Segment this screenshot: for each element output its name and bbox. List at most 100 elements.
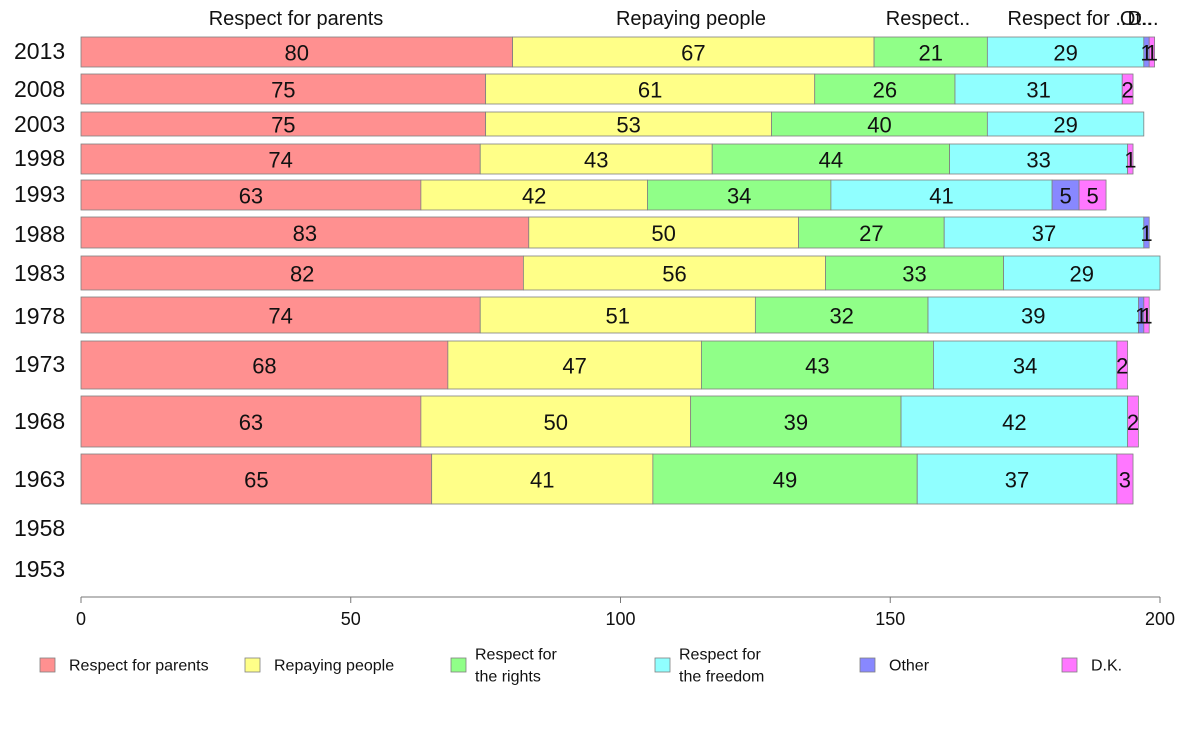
data-label: 75 (271, 113, 295, 138)
x-axis: 0 50 100 150 200 (76, 596, 1175, 629)
bar-segment (830, 179, 1053, 211)
bar-segment (701, 340, 934, 390)
legend-swatch (450, 657, 467, 673)
data-label: 41 (929, 184, 953, 209)
bar-segment (652, 453, 918, 505)
bar-segment (1127, 143, 1134, 175)
legend-label: Respect for (679, 647, 761, 664)
bar-segment (528, 216, 799, 249)
data-label: 68 (252, 354, 276, 379)
bar-segment (1003, 255, 1161, 291)
data-label: 1 (1146, 41, 1158, 66)
legend-label: Repaying people (274, 658, 394, 675)
data-label: 1 (1140, 221, 1152, 246)
legend-label: Respect for parents (69, 658, 209, 675)
legend-swatch (244, 657, 261, 673)
bar-segment (80, 340, 449, 390)
bar-segment (927, 296, 1139, 334)
data-label: 31 (1026, 78, 1050, 103)
bar-segment (814, 73, 956, 105)
column-header: Respect for parents (209, 8, 384, 30)
legend-swatch (39, 657, 56, 673)
bar-segment (771, 111, 988, 137)
data-label: 34 (727, 184, 751, 209)
data-label: 2 (1122, 78, 1134, 103)
data-label: 44 (819, 148, 843, 173)
data-label: 21 (918, 41, 942, 66)
bar-segment (447, 340, 702, 390)
bar-segment (512, 36, 875, 68)
data-label: 83 (293, 221, 317, 246)
legend-label: Other (889, 658, 930, 675)
bar-segment (1148, 36, 1156, 68)
bar-segment (1121, 73, 1134, 105)
column-headers: Respect for parents Repaying people Respec… (209, 8, 1159, 30)
data-label: 82 (290, 262, 314, 287)
x-tick-label: 100 (605, 609, 635, 629)
bar-segment (485, 111, 772, 137)
bar-segment (1127, 395, 1139, 448)
category-label: 1978 (14, 303, 65, 329)
category-label: 1998 (14, 145, 65, 171)
data-label: 26 (873, 78, 897, 103)
data-label: 39 (784, 410, 808, 435)
bar-segment (916, 453, 1118, 505)
bar-segment (647, 179, 832, 211)
bar-segment (80, 73, 487, 105)
data-label: 51 (606, 304, 630, 329)
column-header: Ot.. (1120, 8, 1152, 30)
category-label: 1973 (14, 351, 65, 377)
legend-label: Respect for (475, 647, 557, 664)
bar-segment (798, 216, 945, 249)
data-label: 2 (1127, 410, 1139, 435)
data-label: 53 (616, 113, 640, 138)
data-label: 43 (805, 354, 829, 379)
bar-segment (754, 296, 929, 334)
x-tick-label: 50 (341, 609, 361, 629)
bar-segment (80, 143, 481, 175)
data-label: 50 (651, 221, 675, 246)
bar-segment (933, 340, 1118, 390)
data-label: 34 (1013, 354, 1037, 379)
legend-swatch (1061, 657, 1078, 673)
data-label: 5 (1086, 184, 1098, 209)
bar-segment (80, 216, 530, 249)
data-label: 37 (1032, 221, 1056, 246)
x-tick-label: 150 (875, 609, 905, 629)
bar-segment (1116, 453, 1134, 505)
data-label: 63 (239, 184, 263, 209)
data-label: 29 (1070, 262, 1094, 287)
bar-segment (522, 255, 826, 291)
category-label: 1963 (14, 466, 65, 492)
legend-label: the rights (475, 669, 541, 686)
data-label: 43 (584, 148, 608, 173)
data-label: 33 (1026, 148, 1050, 173)
data-label: 1 (1140, 304, 1152, 329)
data-label: 37 (1005, 468, 1029, 493)
data-label: 74 (268, 304, 292, 329)
column-header: Repaying people (616, 8, 766, 30)
column-header: Respect for .. (1008, 8, 1127, 30)
column-header: D... (1127, 8, 1158, 30)
bar-segment (80, 255, 524, 291)
bar-segment (420, 395, 692, 448)
category-label: 2013 (14, 38, 65, 64)
bar-segment (485, 73, 816, 105)
data-label: 32 (829, 304, 853, 329)
x-tick-label: 0 (76, 609, 86, 629)
data-label: 42 (522, 184, 546, 209)
category-label: 2003 (14, 111, 65, 137)
category-label: 1968 (14, 408, 65, 434)
bar-segment (80, 453, 433, 505)
bar-segment (1078, 179, 1107, 211)
data-label: 61 (638, 78, 662, 103)
data-label: 63 (239, 410, 263, 435)
bar-segment (80, 296, 481, 334)
data-label: 29 (1053, 113, 1077, 138)
data-label: 49 (773, 468, 797, 493)
data-label: 1 (1124, 148, 1136, 173)
data-label: 41 (530, 468, 554, 493)
column-header: Respect.. (886, 8, 970, 30)
legend-label: the freedom (679, 669, 764, 686)
data-label: 33 (902, 262, 926, 287)
